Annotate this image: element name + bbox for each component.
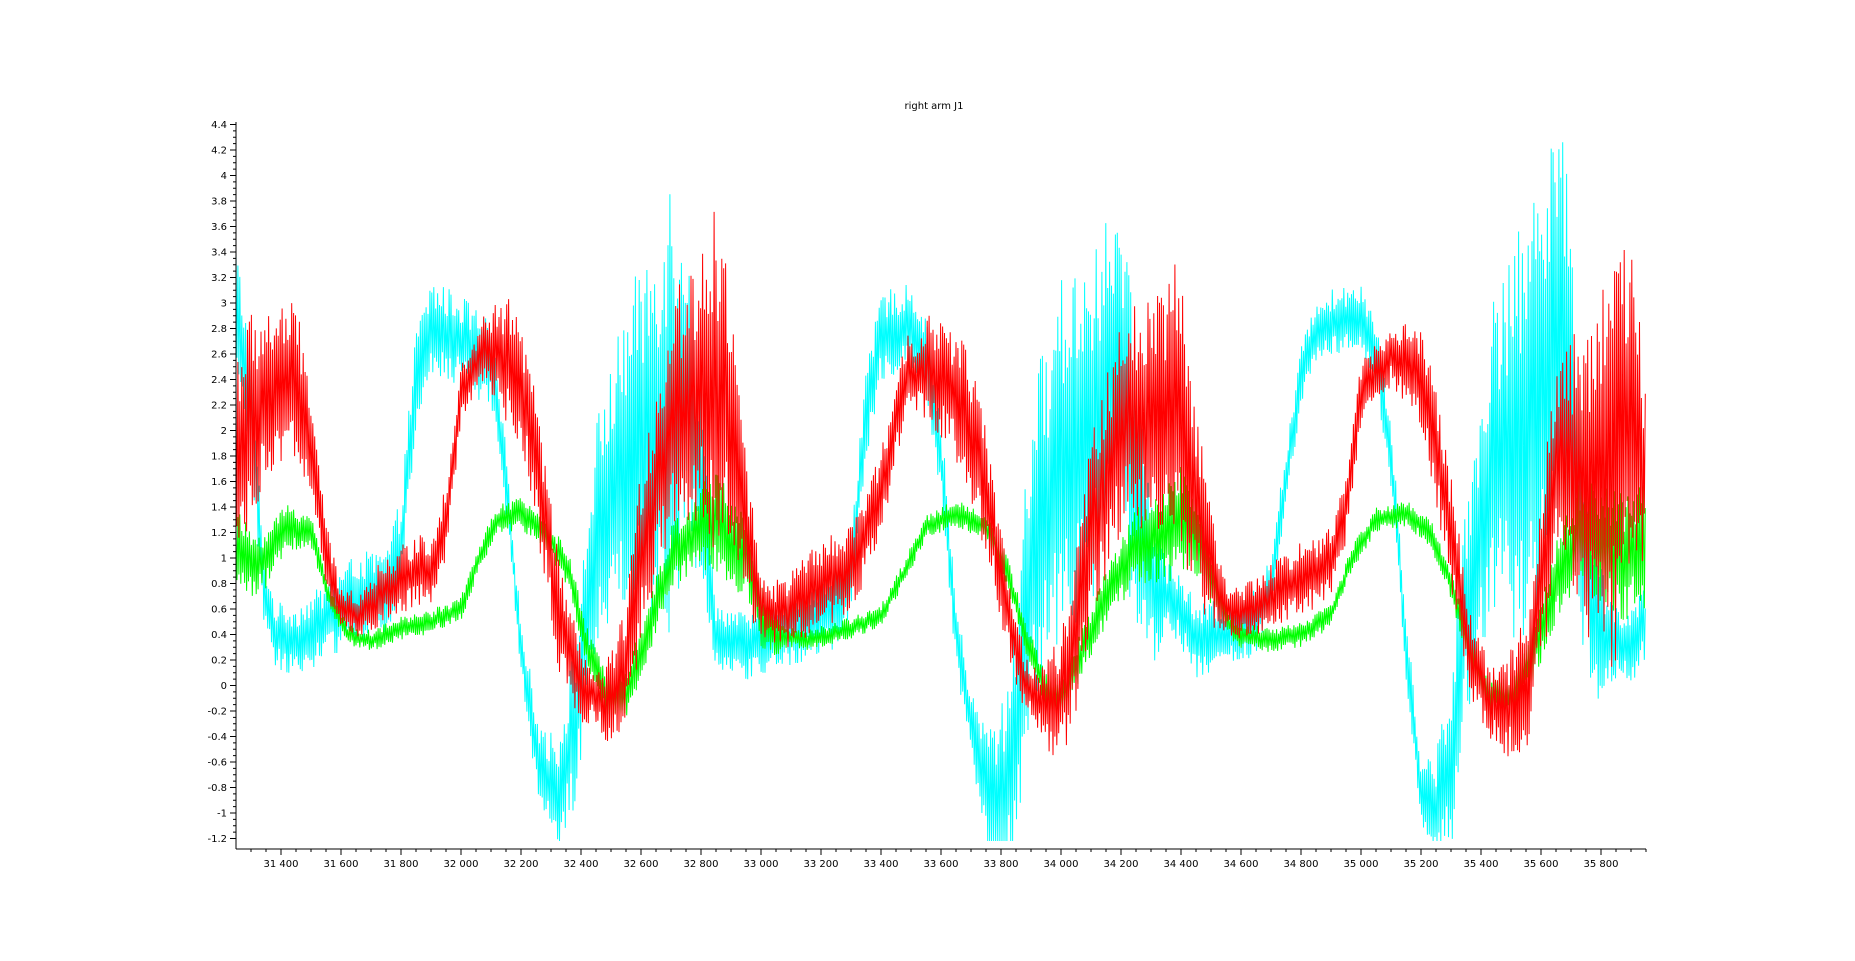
y-tick-label: 1.6 xyxy=(211,477,227,488)
x-tick-label: 34 800 xyxy=(1284,859,1319,870)
y-tick-label: 4 xyxy=(221,171,227,182)
x-tick-label: 33 000 xyxy=(744,859,779,870)
y-tick-label: -1.2 xyxy=(207,834,227,845)
x-tick-label: 32 000 xyxy=(444,859,479,870)
x-tick-label: 34 000 xyxy=(1044,859,1079,870)
x-tick-label: 33 400 xyxy=(864,859,899,870)
y-tick-label: 3.4 xyxy=(211,248,227,259)
y-tick-label: 1.8 xyxy=(211,452,227,463)
x-tick-label: 33 200 xyxy=(804,859,839,870)
y-tick-label: 0.2 xyxy=(211,656,227,667)
x-tick-label: 35 400 xyxy=(1464,859,1499,870)
x-tick-label: 32 800 xyxy=(684,859,719,870)
x-tick-label: 32 600 xyxy=(624,859,659,870)
y-tick-label: 1.2 xyxy=(211,528,227,539)
chart-title: right arm J1 xyxy=(905,101,964,112)
x-tick-label: 34 200 xyxy=(1104,859,1139,870)
y-tick-label: 0.6 xyxy=(211,605,227,616)
y-tick-label: 0.4 xyxy=(211,630,227,641)
x-tick-label: 31 800 xyxy=(384,859,419,870)
series-line-2 xyxy=(235,466,1646,716)
y-tick-label: -0.6 xyxy=(207,758,227,769)
x-tick-label: 31 600 xyxy=(324,859,359,870)
series-line-3 xyxy=(235,211,1646,757)
series-layer xyxy=(235,142,1646,842)
x-tick-label: 35 800 xyxy=(1584,859,1619,870)
y-tick-label: 2.8 xyxy=(211,324,227,335)
y-tick-label: 0.8 xyxy=(211,579,227,590)
x-tick-label: 34 600 xyxy=(1224,859,1259,870)
y-tick-label: -1 xyxy=(217,809,227,820)
y-tick-label: 3 xyxy=(221,299,227,310)
y-tick-label: 3.2 xyxy=(211,273,227,284)
y-tick-label: -0.2 xyxy=(207,707,227,718)
axes-layer: -1.2 -1 -0.8 -0.6 -0.4 -0.2 0 0.2 0.4 0.6 0.8 1 1.2 1… xyxy=(207,120,1647,870)
x-tick-label: 35 200 xyxy=(1404,859,1439,870)
x-tick-label: 31 400 xyxy=(264,859,299,870)
x-tick-label: 32 400 xyxy=(564,859,599,870)
y-tick-label: 3.6 xyxy=(211,222,227,233)
x-tick-label: 33 800 xyxy=(984,859,1019,870)
y-tick-label: 1.4 xyxy=(211,503,227,514)
x-tick-label: 33 600 xyxy=(924,859,959,870)
x-tick-label: 34 400 xyxy=(1164,859,1199,870)
y-tick-label: 3.8 xyxy=(211,197,227,208)
y-tick-label: 2 xyxy=(221,426,227,437)
x-tick-label: 32 200 xyxy=(504,859,539,870)
y-tick-label: -0.4 xyxy=(207,732,227,743)
y-tick-label: 4.4 xyxy=(211,120,227,131)
x-tick-label: 35 000 xyxy=(1344,859,1379,870)
y-tick-label: 2.6 xyxy=(211,350,227,361)
y-tick-label: 2.2 xyxy=(211,401,227,412)
y-tick-label: 1 xyxy=(221,554,227,565)
y-tick-label: 4.2 xyxy=(211,146,227,157)
y-tick-label: 0 xyxy=(221,681,227,692)
x-tick-label: 35 600 xyxy=(1524,859,1559,870)
y-tick-label: -0.8 xyxy=(207,783,227,794)
y-tick-label: 2.4 xyxy=(211,375,227,386)
